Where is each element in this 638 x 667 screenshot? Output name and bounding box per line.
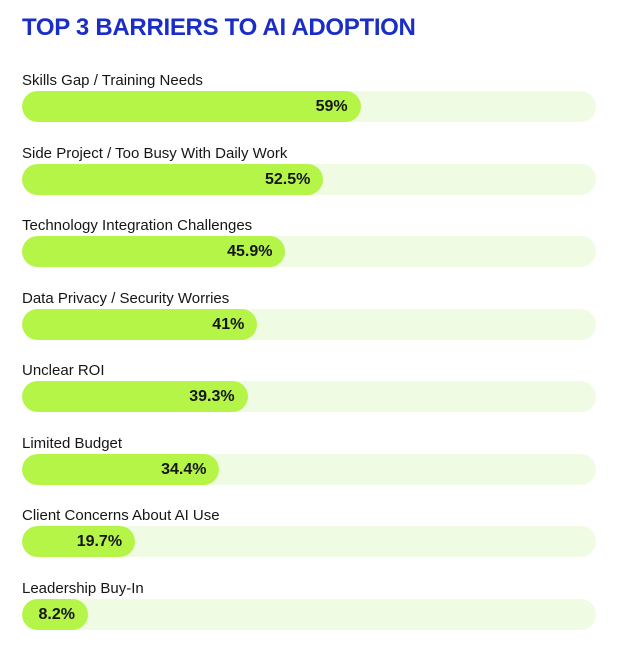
bar-track: 45.9% [22, 236, 596, 267]
chart-title: TOP 3 BARRIERS TO AI ADOPTION [22, 14, 416, 41]
bar-label: Limited Budget [22, 434, 123, 452]
bar-value-label: 41% [212, 315, 245, 333]
bar-label: Technology Integration Challenges [22, 217, 253, 234]
bar-track: 41% [22, 308, 596, 340]
bar-fill: 52.5% [22, 163, 324, 195]
bar-row: Leadership Buy-In 8.2% [22, 580, 596, 653]
bar-label: Data Privacy / Security Worries [22, 289, 230, 307]
bar-fill: 41% [22, 308, 258, 340]
bar-fill: 59% [22, 91, 361, 122]
bar-label: Skills Gap / Training Needs [22, 72, 203, 89]
bar-value-label: 34.4% [161, 460, 207, 478]
bar-fill: 39.3% [22, 381, 248, 412]
bar-value-label: 19.7% [76, 533, 123, 550]
bar-fill: 8.2% [22, 598, 88, 630]
bar-label: Leadership Buy-In [22, 579, 144, 597]
bar-label: Side Project / Too Busy With Daily Work [22, 144, 288, 162]
bar-label: Client Concerns About AI Use [22, 507, 220, 524]
bar-label: Unclear ROI [22, 362, 105, 379]
bar-value-label: 39.3% [189, 388, 235, 405]
bar-value-label: 45.9% [227, 243, 273, 260]
bar-row: Data Privacy / Security Worries 41% [22, 290, 596, 363]
bar-track: 52.5% [22, 163, 596, 195]
bar-track: 59% [22, 91, 596, 122]
bar-fill: 45.9% [22, 236, 286, 267]
bar-value-label: 52.5% [264, 170, 311, 188]
bar-track: 19.7% [22, 526, 596, 557]
bar-list: Skills Gap / Training Needs 59% Side Proje… [22, 72, 596, 652]
bar-row: Technology Integration Challenges 45.9% [22, 217, 596, 290]
bar-row: Skills Gap / Training Needs 59% [22, 72, 596, 145]
bar-track: 8.2% [22, 598, 596, 630]
bar-row: Unclear ROI 39.3% [22, 362, 596, 435]
bar-value-label: 8.2% [38, 605, 75, 623]
bar-track: 39.3% [22, 381, 596, 412]
bar-track: 34.4% [22, 453, 596, 485]
bar-fill: 19.7% [22, 526, 136, 557]
bar-row: Limited Budget 34.4% [22, 435, 596, 508]
bar-value-label: 59% [315, 98, 348, 115]
bar-fill: 34.4% [22, 453, 220, 485]
bar-row: Client Concerns About AI Use 19.7% [22, 507, 596, 580]
bar-row: Side Project / Too Busy With Daily Work 5… [22, 145, 596, 218]
